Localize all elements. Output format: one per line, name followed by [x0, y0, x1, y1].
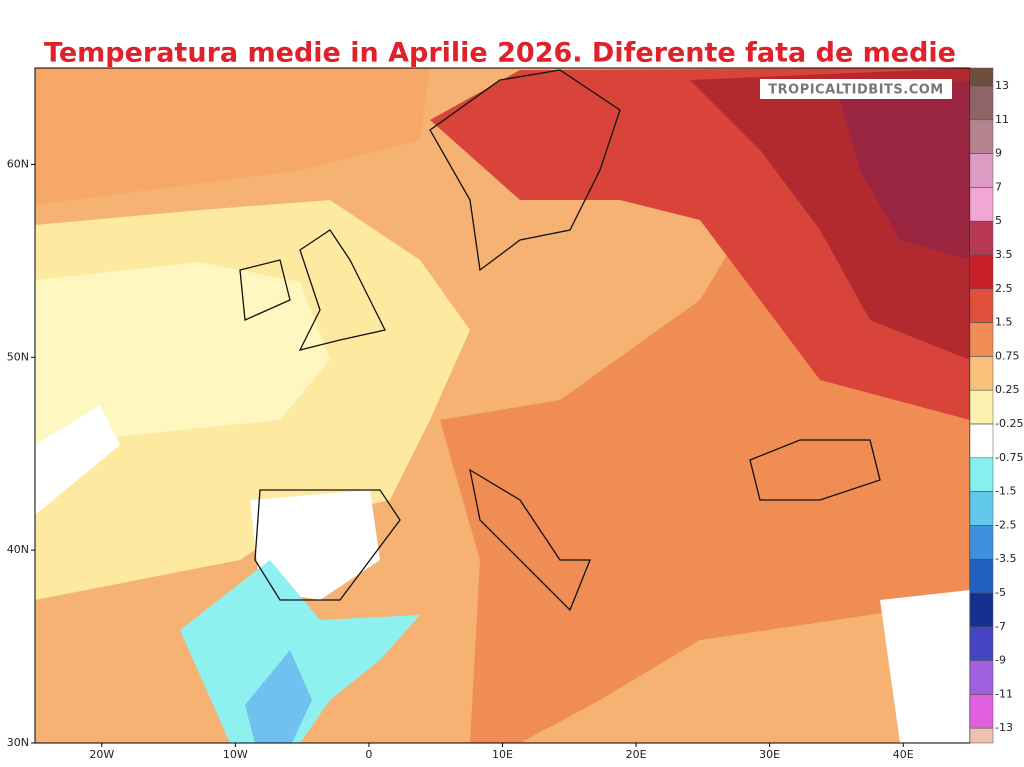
colorbar-label: -9 [995, 654, 1006, 667]
colorbar-label: 0.25 [995, 383, 1020, 396]
colorbar-label: 3.5 [995, 248, 1013, 261]
coastline [254, 489, 401, 601]
anomaly-area [840, 80, 970, 260]
colorbar-label: -3.5 [995, 552, 1016, 565]
colorbar-segment [969, 389, 994, 425]
colorbar-segment [969, 626, 994, 661]
colorbar-segment [969, 322, 994, 357]
anomaly-area [35, 262, 330, 445]
colorbar-segment [969, 356, 994, 391]
colorbar-label: -13 [995, 721, 1013, 734]
colorbar-segment [969, 660, 994, 695]
colorbar-segment [969, 85, 994, 121]
anomaly-area [250, 490, 380, 600]
colorbar-segment [969, 558, 994, 594]
colorbar-segment [969, 187, 994, 222]
coastline [239, 259, 291, 321]
coastline [429, 69, 621, 272]
y-tick-label: 30N [7, 736, 29, 749]
colorbar-label: -2.5 [995, 518, 1016, 531]
watermark: TROPICALTIDBITS.COM [768, 83, 943, 98]
colorbar-segment [969, 67, 994, 87]
colorbar-label: 0.75 [995, 349, 1020, 362]
anomaly-area [245, 650, 312, 743]
colorbar-label: 2.5 [995, 282, 1013, 295]
y-tick-label: 50N [7, 350, 29, 363]
colorbar-label: -0.75 [995, 451, 1023, 464]
colorbar-segment [969, 525, 994, 560]
colorbar-label: 1.5 [995, 316, 1013, 329]
title: Temperatura medie in Aprilie 2026. Difer… [44, 38, 956, 69]
colorbar-segment [969, 694, 994, 729]
y-tick-label: 60N [7, 157, 29, 170]
colorbar-segment [969, 153, 994, 188]
x-tick-label: 10E [492, 748, 513, 761]
colorbar-label: 5 [995, 214, 1002, 227]
colorbar-label: -11 [995, 687, 1013, 700]
colorbar-segment [969, 727, 994, 744]
x-tick-label: 30E [759, 748, 780, 761]
anomaly-area [35, 68, 430, 205]
colorbar-segment [969, 423, 994, 459]
anomaly-area [180, 560, 420, 743]
x-tick-label: 10W [223, 748, 248, 761]
axes: 20W 10W 0 10E 20E 30E 40E 60N 50N 40N 30N [7, 157, 914, 761]
colorbar-segment [969, 592, 994, 628]
colorbar-label: 7 [995, 180, 1002, 193]
coastline [749, 439, 881, 501]
colorbar-label: -7 [995, 620, 1006, 633]
colorbar-label: 13 [995, 79, 1009, 92]
anomaly-area [880, 590, 970, 743]
anomaly-area [35, 405, 120, 515]
colorbar-label: -0.25 [995, 417, 1023, 430]
colorbar-label: -1.5 [995, 485, 1016, 498]
colorbar-label: 9 [995, 147, 1002, 160]
watermark-box [760, 79, 952, 99]
colorbar: 13 11 9 7 5 3.5 2.5 1.5 0.75 0.25 -0.25 -0.75 -1.5 -2… [969, 67, 1023, 744]
coastline [469, 468, 591, 612]
colorbar-segment [969, 457, 994, 492]
x-tick-label: 20E [626, 748, 647, 761]
colorbar-segment [969, 254, 994, 290]
colorbar-segment [969, 220, 994, 256]
colorbar-segment [969, 288, 994, 323]
colorbar-segment [969, 491, 994, 526]
colorbar-label: 11 [995, 113, 1009, 126]
map [34, 67, 971, 744]
colorbar-label: -5 [995, 586, 1006, 599]
colorbar-segment [969, 119, 994, 154]
coastline [298, 229, 386, 351]
x-tick-label: 0 [365, 748, 372, 761]
x-tick-label: 40E [893, 748, 914, 761]
x-tick-label: 20W [89, 748, 114, 761]
y-tick-label: 40N [7, 543, 29, 556]
